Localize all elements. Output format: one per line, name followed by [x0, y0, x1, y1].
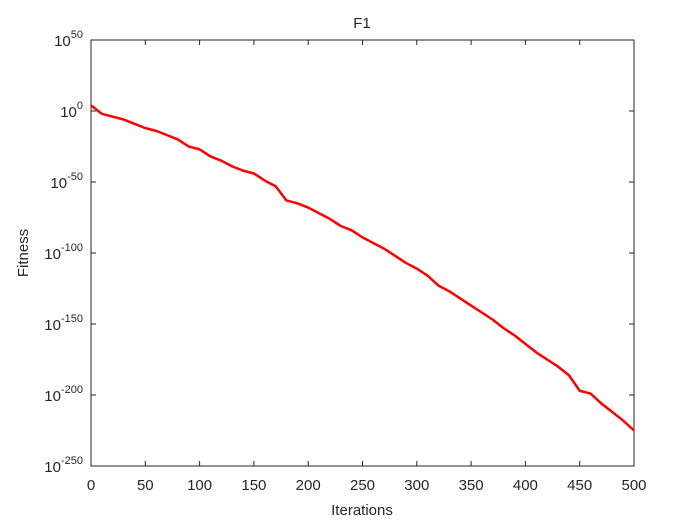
x-tick-label: 100 — [187, 477, 212, 494]
data-line — [90, 104, 635, 432]
y-tick-exponent: -100 — [61, 242, 83, 254]
chart-title: F1 — [353, 15, 371, 32]
y-tick-base: 10 — [54, 33, 71, 50]
y-tick-label: 10-200 — [44, 384, 83, 405]
y-tick-exponent: -250 — [61, 455, 83, 467]
y-tick-exponent: -150 — [61, 313, 83, 325]
y-tick-exponent: 50 — [71, 29, 83, 41]
y-tick-base: 10 — [44, 317, 61, 334]
y-axis-label: Fitness — [15, 229, 32, 277]
y-tick-label: 10-250 — [44, 455, 83, 476]
y-tick-label: 10-150 — [44, 313, 83, 334]
y-tick-base: 10 — [44, 388, 61, 405]
x-axis-label: Iterations — [331, 502, 393, 519]
y-tick-base: 10 — [44, 459, 61, 476]
y-tick-label: 100 — [60, 100, 83, 121]
y-tick-exponent: -50 — [67, 171, 83, 183]
x-tick-label: 500 — [621, 477, 646, 494]
y-tick-label: 10-50 — [50, 171, 83, 192]
y-tick-label: 1050 — [54, 29, 83, 50]
x-tick-label: 0 — [87, 477, 95, 494]
x-tick-label: 350 — [459, 477, 484, 494]
y-tick-base: 10 — [50, 175, 67, 192]
x-tick-label: 400 — [513, 477, 538, 494]
y-tick-exponent: 0 — [77, 100, 83, 112]
x-tick-label: 250 — [350, 477, 375, 494]
y-tick-base: 10 — [44, 246, 61, 263]
y-tick-label: 10-100 — [44, 242, 83, 263]
x-tick-label: 200 — [296, 477, 321, 494]
x-tick-label: 450 — [567, 477, 592, 494]
y-tick-base: 10 — [60, 104, 77, 121]
x-tick-label: 150 — [241, 477, 266, 494]
x-tick-label: 50 — [137, 477, 154, 494]
y-tick-exponent: -200 — [61, 384, 83, 396]
x-tick-label: 300 — [404, 477, 429, 494]
